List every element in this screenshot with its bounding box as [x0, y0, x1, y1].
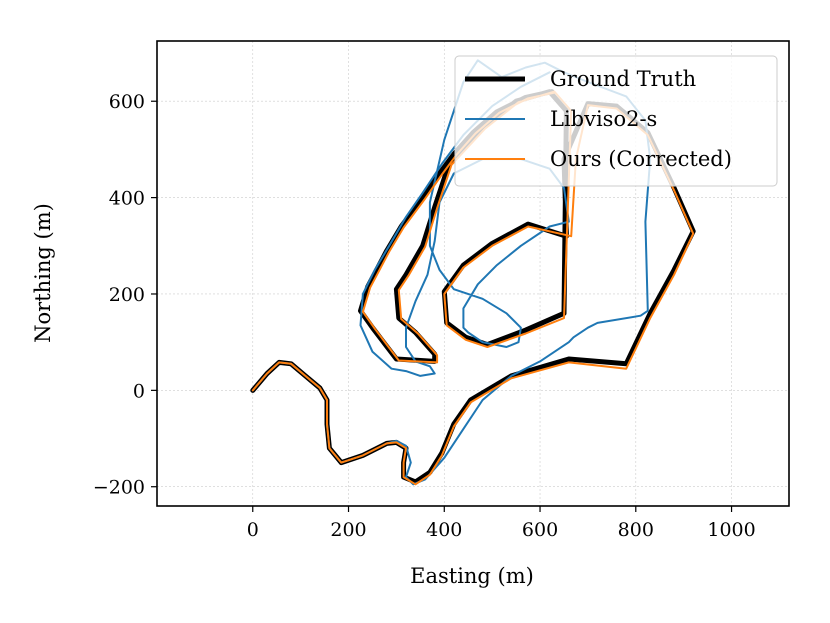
- x-tick-label: 1000: [707, 519, 755, 541]
- series-group: [250, 59, 696, 486]
- legend-label: Libviso2-s: [550, 107, 657, 131]
- x-tick-label: 600: [522, 519, 558, 541]
- y-tick-label: −200: [93, 477, 145, 499]
- x-tick-label: 200: [330, 519, 366, 541]
- series-line-3: [251, 90, 695, 486]
- series-line-2: [251, 59, 652, 486]
- y-tick-label: 0: [133, 380, 145, 402]
- plot-frame: [156, 40, 790, 507]
- legend-box: [454, 55, 778, 187]
- y-tick-label: 600: [109, 91, 145, 113]
- axis-ticks: 0 200 400 600 800 1000 −200 0 200 400 600: [93, 91, 756, 541]
- legend-label: Ground Truth: [550, 67, 696, 91]
- x-tick-label: 800: [618, 519, 654, 541]
- y-axis-label: Northing (m): [31, 203, 55, 343]
- y-tick-label: 400: [109, 188, 145, 210]
- y-tick-label: 200: [109, 284, 145, 306]
- x-tick-label: 0: [247, 519, 259, 541]
- legend: Ground Truth Libviso2-s Ours (Corrected): [454, 55, 778, 187]
- x-tick-label: 400: [426, 519, 462, 541]
- legend-label: Ours (Corrected): [550, 147, 732, 171]
- x-axis-label: Easting (m): [410, 564, 534, 588]
